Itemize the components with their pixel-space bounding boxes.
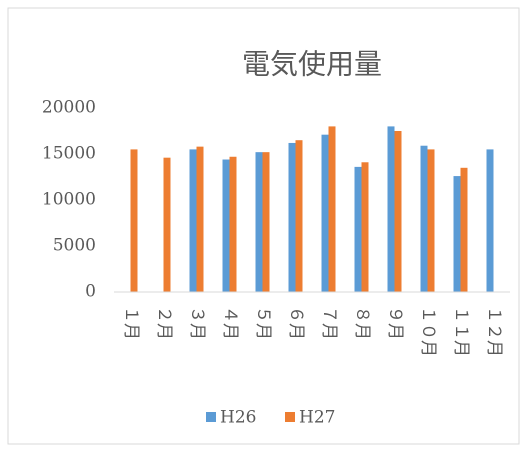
x-tick-label: ３月 [187,306,207,340]
bar [460,167,468,292]
y-tick-label: 20000 [42,98,96,118]
bar [222,159,230,292]
y-tick-label: 0 [85,282,96,302]
x-tick-label: ６月 [286,306,306,340]
x-tick-label: ８月 [352,306,372,340]
chart-title: 電気使用量 [242,48,382,81]
y-tick-label: 10000 [42,190,96,210]
bar [453,176,461,292]
bar [255,152,263,292]
x-tick-label: １月 [121,306,141,340]
bar [196,146,204,292]
bar [420,145,428,292]
bar [262,152,270,292]
bar [354,166,362,292]
legend-swatch [285,412,295,422]
y-tick-label: 15000 [42,144,96,164]
bar [486,149,494,292]
bar [229,156,237,292]
bar [130,149,138,292]
legend-swatch [206,412,216,422]
bar [328,126,336,293]
x-tick-label: ９月 [385,306,405,340]
bar [321,134,329,292]
bar [427,149,435,292]
legend-label: H27 [299,408,335,428]
bar [295,140,303,292]
x-tick-label: ４月 [220,306,240,340]
x-tick-label: １２月 [484,306,504,357]
bar [394,131,402,292]
x-tick-label: ２月 [154,306,174,340]
legend-label: H26 [220,408,256,428]
bar [288,142,296,292]
bar [189,149,197,292]
x-tick-label: ５月 [253,306,273,340]
bar [163,157,171,292]
x-tick-label: １１月 [451,306,471,357]
y-tick-label: 5000 [53,236,96,256]
bar [387,126,395,293]
bar [361,162,369,292]
x-tick-label: １０月 [418,306,438,357]
x-tick-label: ７月 [319,306,339,340]
